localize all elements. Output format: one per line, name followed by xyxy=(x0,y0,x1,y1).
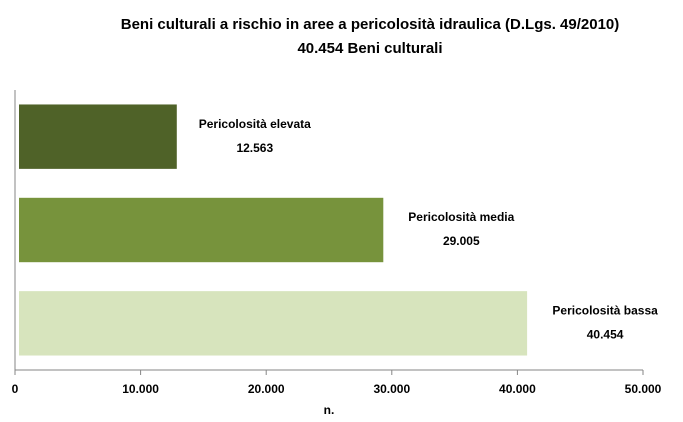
value-label: 29.005 xyxy=(443,234,480,248)
bar xyxy=(19,197,384,263)
category-label: Pericolosità bassa xyxy=(552,304,658,318)
value-label: 12.563 xyxy=(236,141,273,155)
chart-title: Beni culturali a rischio in aree a peric… xyxy=(121,16,620,33)
bar xyxy=(19,104,177,169)
category-label: Pericolosità elevata xyxy=(199,117,311,131)
x-tick-label: 30.000 xyxy=(373,382,410,396)
x-axis-label: n. xyxy=(324,403,335,417)
chart-subtitle: 40.454 Beni culturali xyxy=(297,40,442,57)
x-tick-label: 10.000 xyxy=(122,382,159,396)
category-label: Pericolosità media xyxy=(408,210,514,224)
x-tick-label: 0 xyxy=(12,382,19,396)
x-tick-label: 50.000 xyxy=(625,382,662,396)
value-label: 40.454 xyxy=(587,328,624,342)
x-tick-label: 40.000 xyxy=(499,382,536,396)
bar xyxy=(19,291,528,356)
x-tick-label: 20.000 xyxy=(248,382,285,396)
